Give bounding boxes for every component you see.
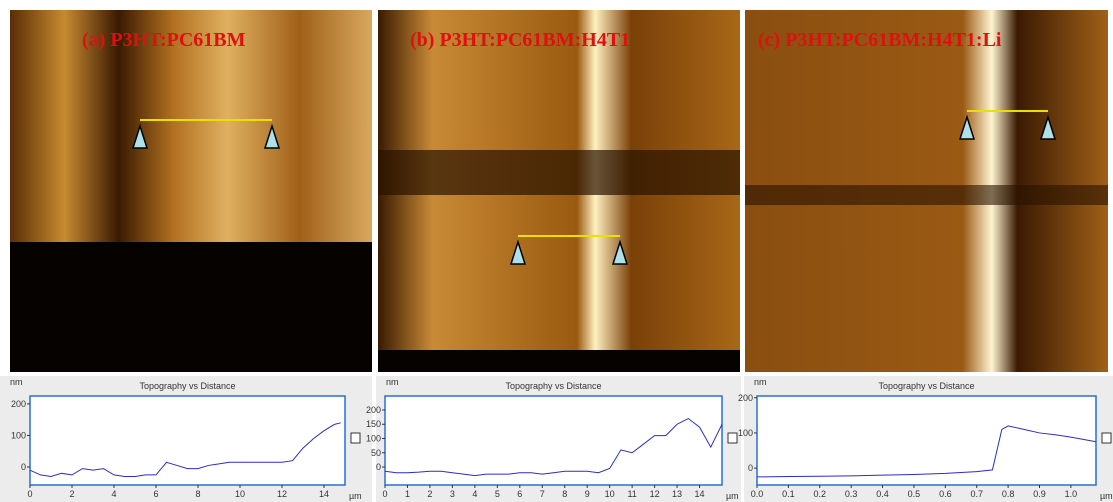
- x-tick-label: 0.7: [970, 489, 983, 499]
- x-tick-label: 6: [153, 489, 158, 499]
- x-axis-label: µm: [726, 491, 739, 501]
- checkbox: [351, 433, 360, 443]
- y-axis-label: nm: [10, 377, 23, 387]
- y-axis-label: nm: [386, 377, 399, 387]
- x-tick-label: 14: [319, 489, 329, 499]
- x-tick-label: 10: [235, 489, 245, 499]
- y-tick-label: 100: [738, 428, 753, 438]
- y-tick-label: 150: [366, 419, 381, 429]
- x-tick-label: 0.8: [1002, 489, 1015, 499]
- x-tick-label: 5: [495, 489, 500, 499]
- image-c: [745, 10, 1108, 372]
- x-tick-label: 0.6: [939, 489, 952, 499]
- panel-label: (a) P3HT:PC61BM: [82, 29, 246, 51]
- y-tick-label: 200: [11, 399, 26, 409]
- y-tick-label: 0: [376, 462, 381, 472]
- x-tick-label: 0: [382, 489, 387, 499]
- x-tick-label: 0.1: [782, 489, 795, 499]
- x-tick-label: 1: [405, 489, 410, 499]
- y-tick-label: 0: [21, 462, 26, 472]
- image-b: [378, 10, 740, 372]
- x-axis-label: µm: [1100, 491, 1113, 501]
- x-tick-label: 1.0: [1065, 489, 1078, 499]
- panel-label: (b) P3HT:PC61BM:H4T1: [410, 29, 630, 51]
- figure: (a) P3HT:PC61BM (b) P3HT:PC61BM:H4T1 (c)…: [0, 0, 1113, 502]
- x-tick-label: 4: [111, 489, 116, 499]
- x-tick-label: 4: [472, 489, 477, 499]
- y-tick-label: 200: [366, 405, 381, 415]
- x-tick-label: 0.9: [1033, 489, 1046, 499]
- x-tick-label: 2: [69, 489, 74, 499]
- x-tick-label: 0.4: [876, 489, 889, 499]
- chart-title: Topography vs Distance: [139, 381, 235, 391]
- y-tick-label: 50: [371, 448, 381, 458]
- y-tick-label: 200: [738, 393, 753, 403]
- y-tick-label: 100: [366, 434, 381, 444]
- chart-title: Topography vs Distance: [505, 381, 601, 391]
- x-tick-label: 0.3: [845, 489, 858, 499]
- x-tick-label: 0: [27, 489, 32, 499]
- x-tick-label: 12: [650, 489, 660, 499]
- x-tick-label: 11: [627, 489, 636, 499]
- y-tick-label: 0: [748, 463, 753, 473]
- x-tick-label: 9: [585, 489, 590, 499]
- x-tick-label: 10: [605, 489, 615, 499]
- x-tick-label: 2: [427, 489, 432, 499]
- x-tick-label: 7: [540, 489, 545, 499]
- checkbox: [1102, 433, 1111, 443]
- x-tick-label: 0.2: [814, 489, 827, 499]
- x-axis-label: µm: [349, 491, 362, 501]
- x-tick-label: 8: [195, 489, 200, 499]
- chart-title: Topography vs Distance: [878, 381, 974, 391]
- x-tick-label: 3: [450, 489, 455, 499]
- x-tick-label: 6: [517, 489, 522, 499]
- plot-area: [757, 396, 1096, 485]
- y-tick-label: 100: [11, 430, 26, 440]
- panel-label: (c) P3HT:PC61BM:H4T1:Li: [758, 29, 1002, 51]
- x-tick-label: 8: [562, 489, 567, 499]
- image-a: [10, 10, 372, 372]
- x-tick-label: 14: [695, 489, 705, 499]
- x-tick-label: 0.5: [908, 489, 921, 499]
- x-tick-label: 13: [672, 489, 682, 499]
- y-axis-label: nm: [754, 377, 767, 387]
- x-tick-label: 0.0: [751, 489, 764, 499]
- x-tick-label: 12: [277, 489, 287, 499]
- checkbox: [728, 433, 737, 443]
